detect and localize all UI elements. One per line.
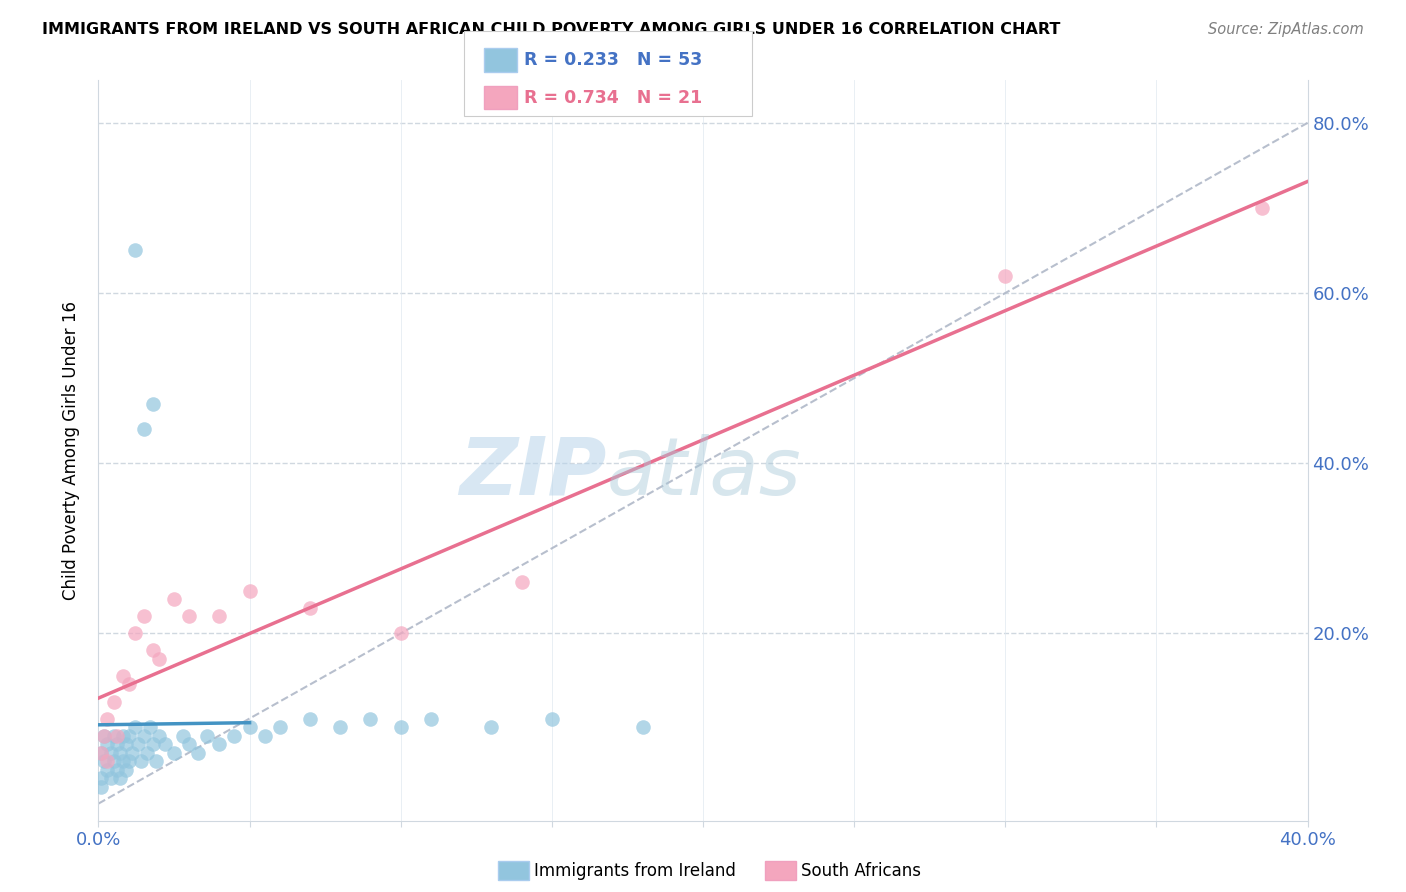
Point [208, 737, 231, 751]
Point [239, 583, 262, 598]
Point [187, 746, 209, 760]
Y-axis label: Child Poverty Among Girls Under 16: Child Poverty Among Girls Under 16 [62, 301, 80, 600]
Point [108, 746, 131, 760]
Point [90, 780, 112, 794]
Point [105, 729, 128, 743]
Point [269, 720, 291, 734]
Point [93, 729, 115, 743]
Text: R = 0.233   N = 53: R = 0.233 N = 53 [524, 51, 703, 69]
Point [90, 746, 112, 760]
Point [153, 737, 176, 751]
Point [124, 626, 146, 640]
Text: ZIP: ZIP [458, 434, 606, 512]
Point [93, 754, 115, 768]
Point [389, 626, 412, 640]
Point [96, 754, 118, 768]
Point [148, 652, 170, 666]
Point [118, 729, 141, 743]
Point [111, 669, 134, 683]
Text: atlas: atlas [606, 434, 801, 512]
Point [142, 643, 165, 657]
Point [96, 763, 118, 777]
Point [111, 729, 134, 743]
Point [224, 729, 246, 743]
Point [114, 763, 136, 777]
Point [179, 737, 201, 751]
Point [481, 720, 503, 734]
Point [129, 754, 152, 768]
Point [121, 746, 143, 760]
Point [124, 720, 146, 734]
Point [163, 592, 186, 607]
Point [105, 737, 128, 751]
Point [195, 729, 218, 743]
Point [142, 737, 165, 751]
Point [100, 771, 122, 785]
Point [132, 729, 155, 743]
Point [540, 712, 562, 726]
Point [389, 720, 412, 734]
Point [329, 720, 352, 734]
Point [135, 746, 157, 760]
Point [124, 244, 146, 258]
Point [103, 754, 125, 768]
Text: Immigrants from Ireland: Immigrants from Ireland [534, 862, 737, 880]
Point [360, 712, 382, 726]
Point [105, 763, 128, 777]
Text: IMMIGRANTS FROM IRELAND VS SOUTH AFRICAN CHILD POVERTY AMONG GIRLS UNDER 16 CORR: IMMIGRANTS FROM IRELAND VS SOUTH AFRICAN… [42, 22, 1060, 37]
Point [299, 600, 322, 615]
Point [172, 729, 194, 743]
Point [96, 712, 118, 726]
Point [631, 720, 654, 734]
Point [108, 771, 131, 785]
Point [299, 712, 322, 726]
Point [253, 729, 276, 743]
Point [1251, 201, 1274, 215]
Point [103, 694, 125, 708]
Text: R = 0.734   N = 21: R = 0.734 N = 21 [524, 89, 703, 107]
Point [96, 737, 118, 751]
Point [145, 754, 167, 768]
Text: South Africans: South Africans [801, 862, 921, 880]
Point [90, 771, 112, 785]
Point [142, 397, 165, 411]
Point [510, 575, 533, 590]
Point [148, 729, 170, 743]
Point [179, 609, 201, 624]
Point [114, 737, 136, 751]
Point [132, 422, 155, 436]
Point [994, 268, 1017, 283]
Point [103, 729, 125, 743]
Text: Source: ZipAtlas.com: Source: ZipAtlas.com [1208, 22, 1364, 37]
Point [93, 729, 115, 743]
Point [90, 746, 112, 760]
Point [132, 609, 155, 624]
Point [139, 720, 162, 734]
Point [208, 609, 231, 624]
Point [420, 712, 443, 726]
Point [239, 720, 262, 734]
Point [118, 677, 141, 691]
Point [100, 746, 122, 760]
Point [111, 754, 134, 768]
Point [127, 737, 149, 751]
Point [118, 754, 141, 768]
Point [163, 746, 186, 760]
